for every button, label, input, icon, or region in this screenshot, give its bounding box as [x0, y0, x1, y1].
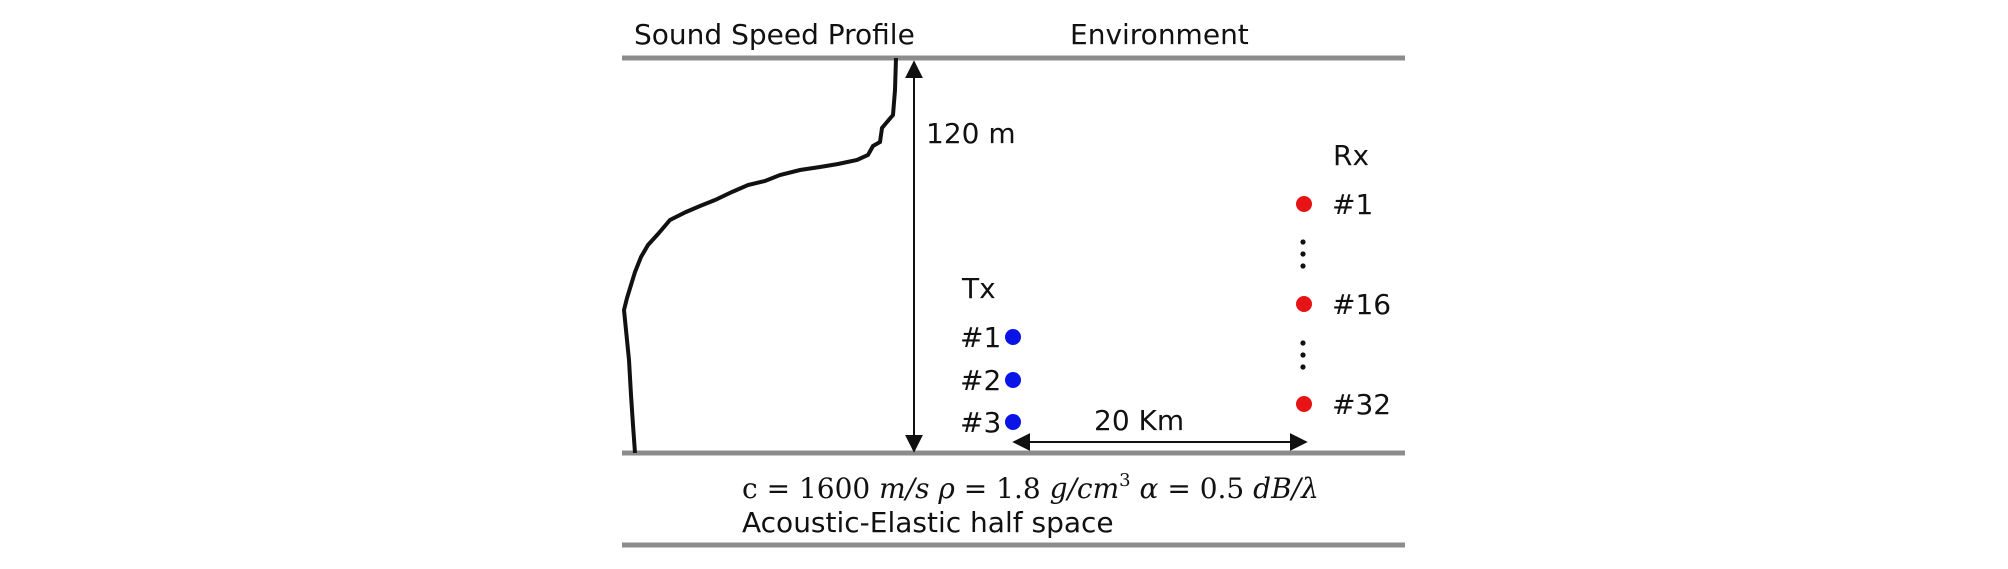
rx-dot-16	[1296, 296, 1312, 312]
alpha-unit: dB/λ	[1253, 472, 1319, 505]
rx-label-16: #16	[1332, 288, 1391, 321]
tx-dot-2	[1005, 372, 1021, 388]
rho-exponent: 3	[1119, 470, 1130, 491]
c-unit: m/s	[879, 472, 929, 505]
sound-speed-profile-title: Sound Speed Profile	[634, 18, 915, 51]
tx-label-1: #1	[960, 321, 1001, 354]
tx-dot-3	[1005, 414, 1021, 430]
bottom-params: c = 1600 m/s ρ = 1.8 g/cm3 α = 0.5 dB/λ	[742, 470, 1319, 505]
range-label: 20 Km	[1094, 404, 1184, 437]
rx-title: Rx	[1333, 139, 1369, 172]
rx-label-1: #1	[1332, 188, 1373, 221]
rho-label: ρ	[937, 472, 955, 505]
rx-dot-32	[1296, 396, 1312, 412]
sound-speed-profile-curve	[621, 57, 898, 454]
rx-dot-1	[1296, 196, 1312, 212]
rx-label-32: #32	[1332, 388, 1391, 421]
tx-label-2: #2	[960, 364, 1001, 397]
rho-value: 1.8	[996, 472, 1041, 505]
alpha-label: α	[1140, 472, 1159, 505]
tx-dot-1	[1005, 329, 1021, 345]
c-value: 1600	[799, 472, 870, 505]
rho-unit: g/cm	[1050, 472, 1120, 505]
tx-label-3: #3	[960, 406, 1001, 439]
environment-title: Environment	[1070, 18, 1249, 51]
c-label: c	[742, 472, 758, 505]
alpha-value: 0.5	[1200, 472, 1245, 505]
halfspace-label: Acoustic-Elastic half space	[742, 506, 1114, 539]
rx-ellipsis-upper	[1300, 239, 1306, 269]
tx-title: Tx	[961, 272, 996, 305]
rx-ellipsis-lower	[1300, 340, 1306, 370]
depth-label: 120 m	[926, 117, 1016, 150]
